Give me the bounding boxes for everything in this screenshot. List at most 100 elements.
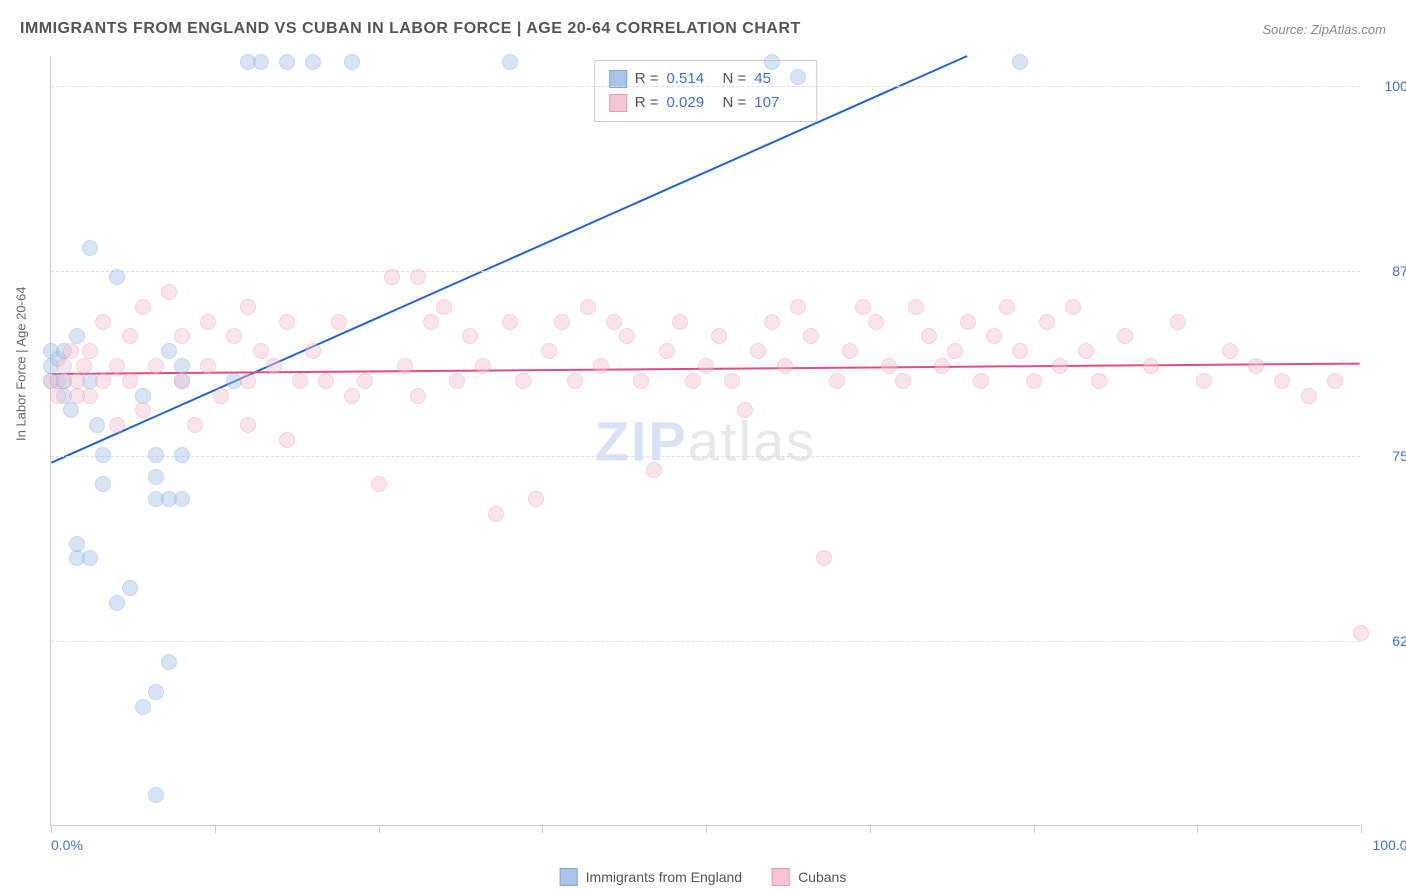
data-point	[109, 269, 125, 285]
data-point	[240, 299, 256, 315]
legend-swatch	[609, 94, 627, 112]
x-tick	[1361, 825, 1362, 833]
data-point	[816, 550, 832, 566]
data-point	[384, 269, 400, 285]
watermark-zip: ZIP	[595, 409, 688, 472]
data-point	[200, 314, 216, 330]
y-axis-label: In Labor Force | Age 20-64	[14, 286, 29, 440]
gridline	[51, 271, 1360, 272]
data-point	[122, 580, 138, 596]
data-point	[318, 373, 334, 389]
data-point	[737, 402, 753, 418]
data-point	[1091, 373, 1107, 389]
data-point	[803, 328, 819, 344]
data-point	[397, 358, 413, 374]
x-tick	[1034, 825, 1035, 833]
data-point	[475, 358, 491, 374]
data-point	[646, 462, 662, 478]
data-point	[161, 343, 177, 359]
data-point	[148, 684, 164, 700]
data-point	[1065, 299, 1081, 315]
legend-r-label: R =	[635, 91, 659, 115]
legend-swatch	[772, 868, 790, 886]
data-point	[161, 654, 177, 670]
data-point	[1078, 343, 1094, 359]
data-point	[331, 314, 347, 330]
data-point	[253, 54, 269, 70]
data-point	[921, 328, 937, 344]
data-point	[1274, 373, 1290, 389]
gridline	[51, 456, 1360, 457]
data-point	[161, 284, 177, 300]
data-point	[672, 314, 688, 330]
data-point	[960, 314, 976, 330]
data-point	[934, 358, 950, 374]
data-point	[593, 358, 609, 374]
data-point	[947, 343, 963, 359]
source-name: ZipAtlas.com	[1311, 22, 1386, 37]
correlation-legend: R =0.514N =45R =0.029N =107	[594, 60, 818, 122]
data-point	[89, 417, 105, 433]
data-point	[148, 358, 164, 374]
data-point	[986, 328, 1002, 344]
x-tick	[379, 825, 380, 833]
data-point	[357, 373, 373, 389]
data-point	[541, 343, 557, 359]
data-point	[95, 447, 111, 463]
data-point	[606, 314, 622, 330]
data-point	[82, 240, 98, 256]
x-tick	[51, 825, 52, 833]
x-tick	[215, 825, 216, 833]
data-point	[187, 417, 203, 433]
legend-row: R =0.514N =45	[609, 67, 803, 91]
data-point	[449, 373, 465, 389]
data-point	[371, 476, 387, 492]
data-point	[580, 299, 596, 315]
data-point	[122, 373, 138, 389]
data-point	[69, 536, 85, 552]
data-point	[423, 314, 439, 330]
y-tick-label: 62.5%	[1372, 633, 1406, 649]
data-point	[881, 358, 897, 374]
data-point	[135, 402, 151, 418]
data-point	[174, 447, 190, 463]
data-point	[1012, 54, 1028, 70]
legend-label: Cubans	[798, 869, 846, 885]
data-point	[200, 358, 216, 374]
data-point	[122, 328, 138, 344]
data-point	[148, 469, 164, 485]
legend-n-label: N =	[723, 91, 747, 115]
legend-r-value: 0.514	[667, 67, 715, 91]
data-point	[279, 432, 295, 448]
data-point	[226, 328, 242, 344]
data-point	[1248, 358, 1264, 374]
legend-item: Immigrants from England	[560, 868, 742, 886]
trend-line	[51, 56, 967, 463]
data-point	[488, 506, 504, 522]
data-point	[95, 476, 111, 492]
data-point	[135, 388, 151, 404]
data-point	[344, 388, 360, 404]
legend-swatch	[560, 868, 578, 886]
data-point	[764, 314, 780, 330]
data-point	[109, 358, 125, 374]
data-point	[790, 299, 806, 315]
data-point	[213, 388, 229, 404]
legend-label: Immigrants from England	[586, 869, 742, 885]
data-point	[174, 358, 190, 374]
x-axis-max-label: 100.0%	[1373, 837, 1406, 853]
x-tick	[1197, 825, 1198, 833]
data-point	[410, 388, 426, 404]
watermark: ZIPatlas	[595, 408, 816, 473]
legend-n-value: 107	[754, 91, 802, 115]
y-tick-label: 100.0%	[1372, 78, 1406, 94]
x-tick	[542, 825, 543, 833]
data-point	[829, 373, 845, 389]
data-point	[750, 343, 766, 359]
data-point	[685, 373, 701, 389]
data-point	[1143, 358, 1159, 374]
y-tick-label: 75.0%	[1372, 448, 1406, 464]
x-axis-min-label: 0.0%	[51, 837, 83, 853]
data-point	[266, 358, 282, 374]
data-point	[462, 328, 478, 344]
